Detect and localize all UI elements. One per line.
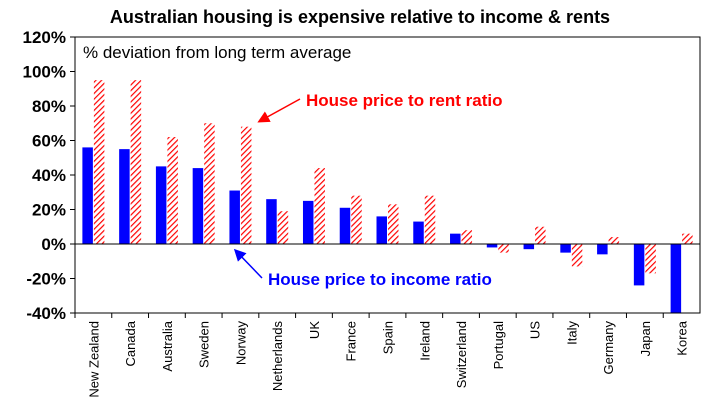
y-tick-label: 40% xyxy=(32,166,66,185)
x-category-label: Netherlands xyxy=(270,321,285,392)
bar-rent-ratio xyxy=(498,244,509,253)
bar-rent-ratio xyxy=(424,195,436,244)
x-category-label: Korea xyxy=(675,320,690,355)
y-tick-label: 80% xyxy=(32,97,66,116)
y-tick-label: 120% xyxy=(23,28,66,47)
bar-income-ratio xyxy=(670,244,682,313)
x-category-label: Australia xyxy=(160,320,175,371)
bar-rent-ratio xyxy=(204,123,215,244)
x-category-label: Germany xyxy=(601,321,616,375)
bar-income-ratio xyxy=(560,244,571,253)
bar-rent-ratio xyxy=(682,233,693,244)
bar-income-ratio xyxy=(339,207,351,244)
bar-rent-ratio xyxy=(351,195,362,244)
bar-income-ratio xyxy=(376,216,387,244)
x-category-label: Canada xyxy=(123,320,138,366)
x-category-label: Portugal xyxy=(491,321,506,370)
x-category-label: Switzerland xyxy=(454,321,469,388)
bar-income-ratio xyxy=(266,199,277,244)
y-tick-label: 20% xyxy=(32,201,66,220)
bar-income-ratio xyxy=(119,149,130,244)
x-category-label: US xyxy=(528,321,543,339)
chart-subtitle: % deviation from long term average xyxy=(83,43,351,62)
bar-income-ratio xyxy=(597,244,608,255)
bar-rent-ratio xyxy=(130,80,142,244)
bar-income-ratio xyxy=(155,166,167,244)
x-category-label: Japan xyxy=(638,321,653,356)
y-tick-label: -40% xyxy=(26,304,66,323)
annotation-income-ratio: House price to income ratio xyxy=(268,270,492,289)
bar-rent-ratio xyxy=(167,137,178,244)
bar-rent-ratio xyxy=(93,80,105,244)
bar-income-ratio xyxy=(633,244,645,286)
x-category-label: Ireland xyxy=(417,321,432,361)
x-category-label: Spain xyxy=(381,321,396,354)
x-category-label: UK xyxy=(307,321,322,339)
bar-rent-ratio xyxy=(240,126,252,244)
x-category-label: Italy xyxy=(564,321,579,345)
bar-rent-ratio xyxy=(461,230,473,244)
bar-income-ratio xyxy=(523,244,535,250)
y-tick-label: 100% xyxy=(23,63,66,82)
bar-rent-ratio xyxy=(571,244,583,267)
annotation-arrow-rent xyxy=(257,98,301,123)
x-category-label: Sweden xyxy=(197,321,212,368)
bar-income-ratio xyxy=(486,244,498,248)
bar-income-ratio xyxy=(192,168,204,244)
bar-rent-ratio xyxy=(645,244,656,274)
x-category-label: Norway xyxy=(233,321,248,366)
bar-rent-ratio xyxy=(314,168,325,244)
x-category-label: New Zealand xyxy=(86,321,101,398)
bar-income-ratio xyxy=(413,221,424,244)
bar-income-ratio xyxy=(302,200,314,244)
bar-income-ratio xyxy=(450,233,461,244)
annotation-arrow-income xyxy=(233,248,263,279)
bar-rent-ratio xyxy=(608,237,620,244)
chart-title: Australian housing is expensive relative… xyxy=(109,7,611,27)
bar-rent-ratio xyxy=(388,204,399,244)
bar-income-ratio xyxy=(82,147,93,244)
x-category-label: France xyxy=(344,321,359,361)
y-tick-label: 60% xyxy=(32,132,66,151)
plot-area-frame xyxy=(74,36,701,314)
annotation-rent-ratio: House price to rent ratio xyxy=(306,91,502,110)
bar-rent-ratio xyxy=(277,211,289,244)
bar-income-ratio xyxy=(229,190,240,244)
y-tick-label: -20% xyxy=(26,270,66,289)
y-tick-label: 0% xyxy=(41,235,66,254)
bar-rent-ratio xyxy=(535,226,546,244)
